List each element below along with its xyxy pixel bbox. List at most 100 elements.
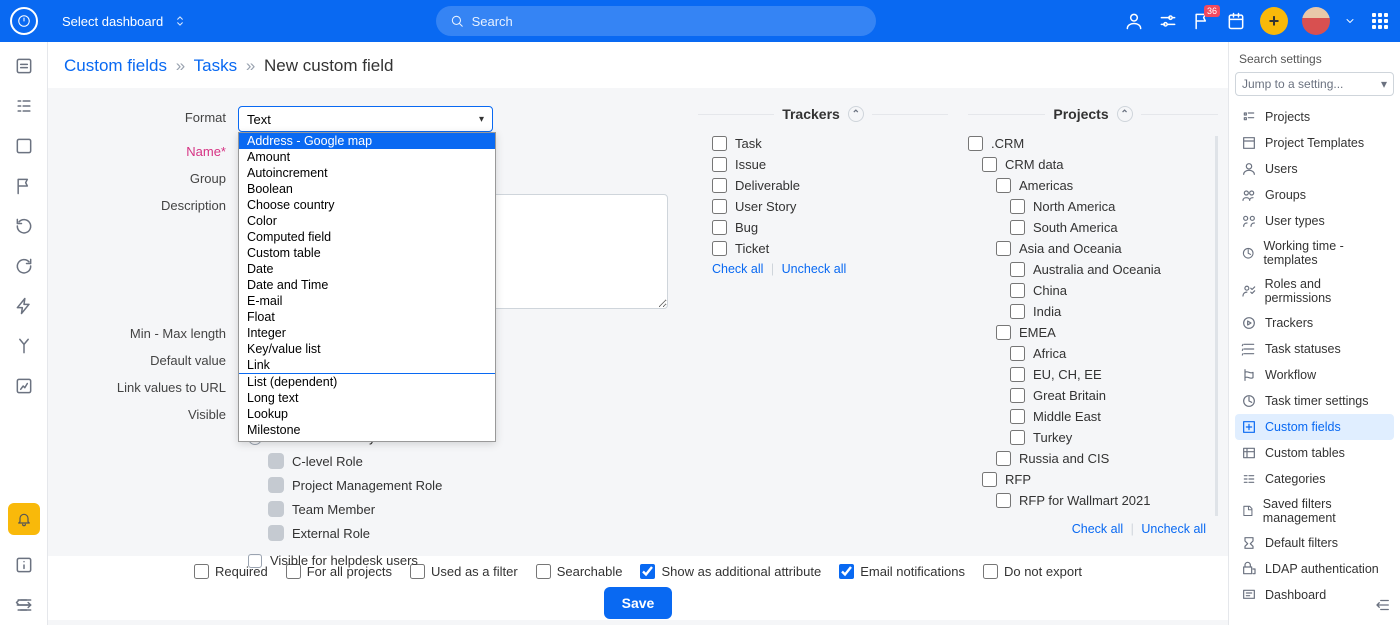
settings-item[interactable]: Task statuses (1235, 336, 1394, 362)
tracker-item[interactable]: Ticket (712, 241, 948, 256)
add-button[interactable]: + (1260, 7, 1288, 35)
avatar[interactable] (1302, 7, 1330, 35)
project-item[interactable]: Africa (1010, 346, 1207, 361)
format-select[interactable]: Text ▾ (238, 106, 493, 132)
format-option[interactable]: Float (239, 309, 495, 325)
settings-item[interactable]: Roles and permissions (1235, 272, 1394, 310)
bottom-option[interactable]: Do not export (983, 564, 1082, 579)
sidebar-item-1[interactable] (14, 56, 34, 76)
project-item[interactable]: EU, CH, EE (1010, 367, 1207, 382)
bell-button[interactable] (8, 503, 40, 535)
tracker-item[interactable]: Task (712, 136, 948, 151)
settings-item[interactable]: Projects (1235, 104, 1394, 130)
project-item[interactable]: Middle East (1010, 409, 1207, 424)
settings-item[interactable]: Dashboard (1235, 582, 1394, 608)
project-item[interactable]: Great Britain (1010, 388, 1207, 403)
format-option[interactable]: E-mail (239, 293, 495, 309)
project-item[interactable]: Russia and CIS (996, 451, 1207, 466)
settings-item[interactable]: Workflow (1235, 362, 1394, 388)
format-option[interactable]: Percent (239, 438, 495, 442)
format-option[interactable]: Integer (239, 325, 495, 341)
collapse-right-icon[interactable] (1374, 596, 1392, 617)
bottom-option[interactable]: Email notifications (839, 564, 965, 579)
format-option[interactable]: Choose country (239, 197, 495, 213)
project-item[interactable]: India (1010, 304, 1207, 319)
breadcrumb-tasks[interactable]: Tasks (194, 56, 237, 75)
settings-item[interactable]: Custom tables (1235, 440, 1394, 466)
settings-item[interactable]: Default filters (1235, 530, 1394, 556)
project-item[interactable]: Turkey (1010, 430, 1207, 445)
settings-item[interactable]: Trackers (1235, 310, 1394, 336)
sidebar-item-9[interactable] (14, 376, 34, 396)
settings-item[interactable]: Task timer settings (1235, 388, 1394, 414)
format-option[interactable]: Boolean (239, 181, 495, 197)
project-item[interactable]: North America (1010, 199, 1207, 214)
format-option[interactable]: Milestone (239, 422, 495, 438)
settings-item[interactable]: Saved filters management (1235, 492, 1394, 530)
project-item[interactable]: South America (1010, 220, 1207, 235)
settings-item[interactable]: Project Templates (1235, 130, 1394, 156)
sidebar-item-5[interactable] (14, 216, 34, 236)
dashboard-select[interactable]: Select dashboard (62, 14, 187, 29)
role-external[interactable]: External Role (268, 525, 678, 541)
tracker-item[interactable]: Deliverable (712, 178, 948, 193)
tracker-item[interactable]: Bug (712, 220, 948, 235)
project-item[interactable]: RFP for Wallmart 2021 (996, 493, 1207, 508)
settings-item[interactable]: Custom fields (1235, 414, 1394, 440)
sidebar-item-3[interactable] (14, 136, 34, 156)
project-item[interactable]: CRM data (982, 157, 1207, 172)
role-pm[interactable]: Project Management Role (268, 477, 678, 493)
role-team[interactable]: Team Member (268, 501, 678, 517)
format-option[interactable]: List (dependent) (239, 374, 495, 390)
projects-uncheck-all[interactable]: Uncheck all (1141, 522, 1206, 536)
sidebar-item-8[interactable] (14, 336, 34, 356)
format-option[interactable]: Autoincrement (239, 165, 495, 181)
settings-item[interactable]: LDAP authentication (1235, 556, 1394, 582)
format-dropdown[interactable]: Address - Google mapAmountAutoincrementB… (238, 132, 496, 442)
trackers-uncheck-all[interactable]: Uncheck all (782, 262, 847, 276)
collapse-icon[interactable]: ⌃ (1117, 106, 1133, 122)
collapse-left-icon[interactable] (14, 595, 34, 615)
project-item[interactable]: China (1010, 283, 1207, 298)
sidebar-item-6[interactable] (14, 256, 34, 276)
sidebar-item-7[interactable] (14, 296, 34, 316)
format-option[interactable]: Custom table (239, 245, 495, 261)
settings-item[interactable]: Working time - templates (1235, 234, 1394, 272)
apps-icon[interactable] (1370, 11, 1390, 31)
sidebar-item-4[interactable] (14, 176, 34, 196)
format-option[interactable]: Link (239, 357, 495, 373)
breadcrumb-custom-fields[interactable]: Custom fields (64, 56, 167, 75)
role-clevel[interactable]: C-level Role (268, 453, 678, 469)
settings-item[interactable]: User types (1235, 208, 1394, 234)
projects-check-all[interactable]: Check all (1072, 522, 1123, 536)
project-item[interactable]: .CRM (968, 136, 1207, 151)
user-icon[interactable] (1124, 11, 1144, 31)
format-option[interactable]: Lookup (239, 406, 495, 422)
project-item[interactable]: Americas (996, 178, 1207, 193)
chevron-down-icon[interactable] (1344, 15, 1356, 27)
format-option[interactable]: Key/value list (239, 341, 495, 357)
search-input[interactable]: Search (436, 6, 876, 36)
format-option[interactable]: Long text (239, 390, 495, 406)
format-option[interactable]: Date (239, 261, 495, 277)
format-option[interactable]: Color (239, 213, 495, 229)
sidebar-item-2[interactable] (14, 96, 34, 116)
collapse-icon[interactable]: ⌃ (848, 106, 864, 122)
calendar-icon[interactable] (1226, 11, 1246, 31)
jump-to-setting[interactable]: Jump to a setting...▾ (1235, 72, 1394, 96)
tracker-item[interactable]: Issue (712, 157, 948, 172)
settings-item[interactable]: Groups (1235, 182, 1394, 208)
format-option[interactable]: Address - Google map (239, 133, 495, 149)
format-option[interactable]: Date and Time (239, 277, 495, 293)
info-icon[interactable] (14, 555, 34, 575)
project-item[interactable]: EMEA (996, 325, 1207, 340)
settings-item[interactable]: Users (1235, 156, 1394, 182)
project-item[interactable]: Asia and Oceania (996, 241, 1207, 256)
project-item[interactable]: Australia and Oceania (1010, 262, 1207, 277)
trackers-check-all[interactable]: Check all (712, 262, 763, 276)
logo-icon[interactable] (10, 7, 38, 35)
format-option[interactable]: Amount (239, 149, 495, 165)
flag-icon[interactable]: 36 (1192, 11, 1212, 31)
save-button[interactable]: Save (604, 587, 673, 619)
project-item[interactable]: RFP (982, 472, 1207, 487)
